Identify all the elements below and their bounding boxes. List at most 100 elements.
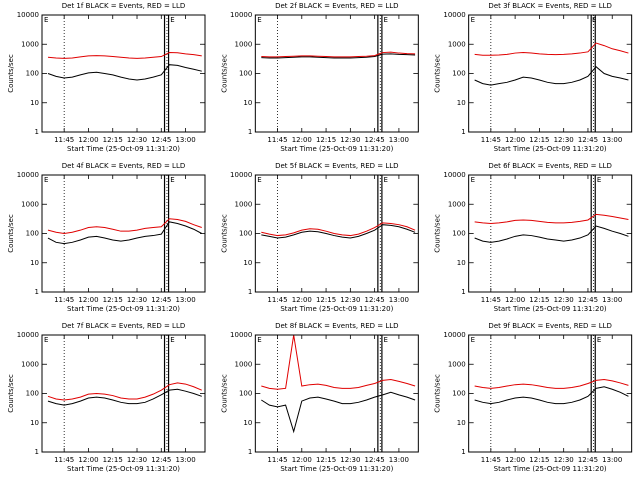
series-line (47, 52, 202, 59)
annotation: E (257, 16, 261, 24)
y-tick-label: 1 (35, 128, 39, 136)
x-tick-label: 12:30 (554, 456, 574, 464)
y-tick-label: 10 (243, 419, 252, 427)
y-tick-label: 10000 (230, 11, 252, 19)
y-axis-label: Counts/sec (7, 374, 15, 413)
y-tick-label: 10000 (17, 171, 39, 179)
x-tick-label: 12:15 (316, 456, 336, 464)
chart-title: Det 9f BLACK = Events, RED = LLD (488, 322, 611, 330)
x-tick-label: 13:00 (389, 136, 409, 144)
panel: Det 8f BLACK = Events, RED = LLD Start Ti… (220, 322, 419, 473)
y-tick-label: 1 (461, 448, 465, 456)
y-tick-label: 1000 (448, 200, 466, 208)
series-line (261, 391, 416, 434)
plot-area (474, 213, 629, 243)
plot-frame (468, 334, 633, 453)
x-axis-label: Start Time (25-Oct-09 11:31:20) (494, 305, 607, 313)
x-tick-label: 11:45 (267, 136, 287, 144)
panel: Det 6f BLACK = Events, RED = LLD Start Ti… (434, 162, 633, 313)
series-line (261, 222, 416, 237)
y-tick-label: 1000 (448, 360, 466, 368)
y-axis-label: Counts/sec (7, 54, 15, 93)
plot-frame (41, 14, 206, 133)
x-tick-label: 12:45 (151, 296, 171, 304)
plot-area (47, 218, 202, 245)
x-tick-label: 12:15 (529, 136, 549, 144)
y-tick-label: 10 (243, 259, 252, 267)
x-axis-label: Start Time (25-Oct-09 11:31:20) (494, 145, 607, 153)
plot-area (474, 42, 629, 86)
y-tick-label: 10 (457, 259, 466, 267)
y-tick-label: 1000 (21, 40, 39, 48)
annotation: E (384, 16, 388, 24)
series-line (474, 66, 629, 86)
plot-area (261, 51, 416, 59)
y-tick-label: 100 (239, 70, 252, 78)
x-tick-label: 13:00 (175, 136, 195, 144)
annotation: E (44, 16, 48, 24)
x-tick-label: 12:30 (554, 136, 574, 144)
y-tick-label: 10000 (443, 331, 465, 339)
y-tick-label: 10 (30, 259, 39, 267)
x-tick-label: 11:45 (481, 136, 501, 144)
x-tick-label: 12:45 (151, 456, 171, 464)
panel: Det 2f BLACK = Events, RED = LLD Start Ti… (220, 2, 419, 153)
plot-frame (41, 334, 206, 453)
x-tick-label: 12:00 (505, 296, 525, 304)
y-tick-label: 1 (35, 448, 39, 456)
annotation: E (471, 16, 475, 24)
panel: Det 4f BLACK = Events, RED = LLD Start Ti… (7, 162, 206, 313)
x-tick-label: 12:30 (340, 296, 360, 304)
chart-title: Det 4f BLACK = Events, RED = LLD (62, 162, 185, 170)
plot-area (47, 52, 202, 81)
plot-area (474, 379, 629, 405)
x-tick-label: 12:00 (505, 136, 525, 144)
y-tick-label: 10000 (443, 171, 465, 179)
y-tick-label: 1 (461, 128, 465, 136)
x-tick-label: 12:15 (103, 456, 123, 464)
y-tick-label: 10 (457, 419, 466, 427)
x-tick-label: 11:45 (481, 296, 501, 304)
y-tick-label: 10000 (230, 331, 252, 339)
y-tick-label: 10000 (443, 11, 465, 19)
x-tick-label: 12:15 (529, 296, 549, 304)
x-axis-label: Start Time (25-Oct-09 11:31:20) (494, 465, 607, 473)
series-line (47, 221, 202, 245)
y-tick-label: 100 (26, 230, 39, 238)
y-tick-label: 100 (26, 390, 39, 398)
x-tick-label: 11:45 (54, 136, 74, 144)
y-axis-label: Counts/sec (7, 214, 15, 253)
y-tick-label: 1 (248, 288, 252, 296)
annotation: E (597, 336, 601, 344)
annotation: E (170, 336, 174, 344)
y-tick-label: 10000 (17, 331, 39, 339)
x-tick-label: 12:15 (103, 136, 123, 144)
x-tick-label: 12:00 (292, 456, 312, 464)
y-tick-label: 1000 (21, 200, 39, 208)
x-tick-label: 12:00 (292, 296, 312, 304)
series-line (47, 388, 202, 406)
x-tick-label: 12:45 (578, 296, 598, 304)
annotation: E (592, 16, 596, 24)
annotation: E (170, 176, 174, 184)
x-tick-label: 12:45 (365, 296, 385, 304)
y-tick-label: 1 (248, 448, 252, 456)
y-axis-label: Counts/sec (434, 214, 442, 253)
panel: Det 9f BLACK = Events, RED = LLD Start Ti… (434, 322, 633, 473)
annotation: E (257, 336, 261, 344)
plot-area (261, 222, 416, 239)
y-tick-label: 100 (26, 70, 39, 78)
x-tick-label: 12:15 (316, 136, 336, 144)
x-tick-label: 12:00 (78, 136, 98, 144)
plot-area (47, 382, 202, 406)
x-tick-label: 12:30 (340, 456, 360, 464)
x-tick-label: 12:30 (340, 136, 360, 144)
x-axis-label: Start Time (25-Oct-09 11:31:20) (280, 465, 393, 473)
plot-frame (254, 334, 419, 453)
x-tick-label: 13:00 (175, 456, 195, 464)
chart-title: Det 8f BLACK = Events, RED = LLD (275, 322, 398, 330)
y-tick-label: 1000 (235, 40, 253, 48)
annotation: E (44, 336, 48, 344)
plot-area (261, 335, 416, 434)
